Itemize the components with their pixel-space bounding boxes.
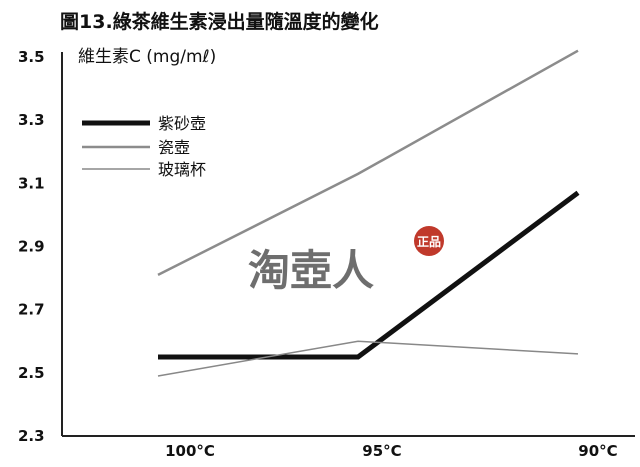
y-tick-label: 3.1	[18, 174, 45, 192]
y-tick-label: 2.9	[18, 238, 45, 256]
watermark-seal-text: 正品	[417, 235, 441, 249]
y-tick-label: 3.3	[18, 111, 45, 129]
y-axis-label: 維生素C (mg/mℓ)	[78, 47, 216, 67]
watermark-seal	[414, 226, 444, 256]
x-tick-labels: 100°C 95°C 90°C	[165, 442, 618, 460]
y-tick-labels: 3.5 3.3 3.1 2.9 2.7 2.5 2.3	[18, 48, 45, 445]
y-tick-label: 2.7	[18, 301, 45, 319]
legend-label: 紫砂壺	[158, 114, 206, 133]
watermark-text: 淘壺人	[248, 246, 374, 295]
series-line	[157, 340, 579, 377]
legend-label: 瓷壺	[158, 138, 190, 157]
series-lines	[157, 49, 580, 377]
x-tick-label: 90°C	[578, 442, 617, 460]
legend-label: 玻璃杯	[158, 160, 206, 179]
chart-title: 圖13.綠茶維生素浸出量隨溫度的變化	[60, 10, 379, 33]
x-tick-label: 95°C	[362, 442, 401, 460]
watermark: 淘壺人 正品	[248, 226, 444, 295]
y-tick-label: 2.3	[18, 427, 45, 445]
x-tick-label: 100°C	[165, 442, 215, 460]
series-line	[158, 190, 580, 360]
y-tick-label: 2.5	[18, 364, 45, 382]
y-tick-label: 3.5	[18, 48, 45, 66]
series-line	[157, 49, 579, 277]
